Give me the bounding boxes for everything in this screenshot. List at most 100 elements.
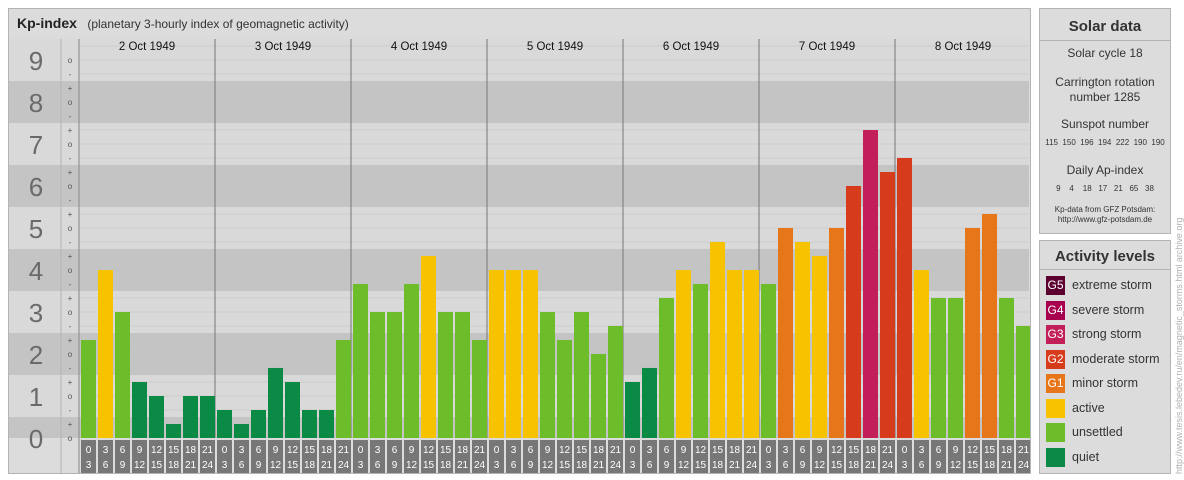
hour-start-label: 9	[545, 445, 551, 456]
legend-label: severe storm	[1072, 302, 1145, 317]
legend-item-extreme-storm: G5 extreme storm	[1046, 276, 1170, 296]
hour-label-box	[523, 440, 538, 473]
y-tick-label: 9	[29, 46, 43, 76]
minor-tick-label: -	[69, 196, 72, 205]
hour-label-box	[897, 440, 912, 473]
kp-bar	[302, 409, 317, 438]
hour-start-label: 0	[766, 445, 772, 456]
kp-bar	[642, 367, 657, 438]
hour-end-label: 12	[406, 460, 418, 471]
minor-tick-label: o	[68, 98, 73, 107]
kp-bar	[183, 396, 198, 438]
hour-label-box	[625, 440, 640, 473]
hour-end-label: 24	[474, 460, 486, 471]
y-tick-label: 0	[29, 424, 43, 454]
hour-end-label: 12	[814, 460, 826, 471]
hour-label-box	[285, 440, 300, 473]
kp-bar	[166, 424, 181, 438]
minor-tick-label: o	[68, 308, 73, 317]
hour-end-label: 12	[678, 460, 690, 471]
hour-end-label: 15	[423, 460, 435, 471]
y-tick-label: 3	[29, 298, 43, 328]
carrington-line1: Carrington rotation	[1055, 75, 1155, 89]
kp-bar	[931, 298, 946, 438]
legend-swatch	[1046, 447, 1065, 467]
kp-bar	[81, 340, 96, 438]
minor-tick-label: o	[68, 392, 73, 401]
kp-bar	[863, 130, 878, 438]
hour-end-label: 9	[800, 460, 806, 471]
minor-tick-label: -	[69, 70, 72, 79]
kp-bar	[472, 340, 487, 438]
minor-tick-label: -	[69, 112, 72, 121]
kp-bar	[659, 298, 674, 438]
hour-end-label: 6	[647, 460, 653, 471]
kp-bar	[625, 382, 640, 438]
hour-label-box	[183, 440, 198, 473]
kp-bar	[557, 340, 572, 438]
minor-tick-label: -	[69, 364, 72, 373]
hour-label-box	[387, 440, 402, 473]
hour-end-label: 15	[831, 460, 843, 471]
kp-bar	[829, 228, 844, 438]
kp-bar	[710, 241, 725, 438]
hour-start-label: 18	[1001, 445, 1013, 456]
minor-tick-label: +	[68, 336, 73, 345]
y-tick-label: 8	[29, 88, 43, 118]
hour-end-label: 9	[936, 460, 942, 471]
hour-start-label: 15	[712, 445, 724, 456]
hour-end-label: 9	[120, 460, 126, 471]
hour-end-label: 24	[338, 460, 350, 471]
hour-label-box	[540, 440, 555, 473]
hour-end-label: 15	[695, 460, 707, 471]
hour-label-box	[217, 440, 232, 473]
activity-title: Activity levels	[1054, 248, 1156, 265]
hour-label-box	[472, 440, 487, 473]
hour-end-label: 3	[222, 460, 228, 471]
legend-label: strong storm	[1072, 327, 1142, 341]
hour-label-box	[863, 440, 878, 473]
hour-end-label: 6	[239, 460, 245, 471]
day-label: 8 Oct 1949	[935, 41, 991, 53]
hour-end-label: 21	[321, 460, 333, 471]
hour-end-label: 18	[304, 460, 316, 471]
hour-label-box	[829, 440, 844, 473]
kp-bar	[761, 283, 776, 438]
minor-tick-label: +	[68, 126, 73, 135]
hour-label-box	[370, 440, 385, 473]
legend-item-moderate-storm: G2 moderate storm	[1046, 349, 1170, 370]
hour-label-box	[931, 440, 946, 473]
hour-end-label: 15	[287, 460, 299, 471]
kp-bar	[982, 214, 997, 438]
sunspot-title: Sunspot number	[1060, 117, 1150, 131]
hour-end-label: 21	[457, 460, 469, 471]
kp-bar	[251, 409, 266, 438]
hour-start-label: 18	[865, 445, 877, 456]
hour-end-label: 6	[783, 460, 789, 471]
hour-start-label: 21	[202, 445, 214, 456]
hour-end-label: 9	[528, 460, 534, 471]
kp-bar	[540, 312, 555, 438]
minor-tick-label: o	[68, 434, 73, 443]
kp-bar	[795, 241, 810, 438]
kp-bar	[608, 325, 623, 438]
hour-start-label: 15	[576, 445, 588, 456]
ap-values: 9 4 18 17 21 65 38	[1056, 184, 1154, 193]
hour-label-box	[948, 440, 963, 473]
minor-tick-label: o	[68, 266, 73, 275]
kp-bar	[421, 256, 436, 438]
hour-label-box	[574, 440, 589, 473]
hour-label-box	[268, 440, 283, 473]
hour-end-label: 15	[967, 460, 979, 471]
hour-end-label: 15	[559, 460, 571, 471]
hour-label-box	[319, 440, 334, 473]
hour-label-box	[642, 440, 657, 473]
minor-tick-label: -	[69, 406, 72, 415]
minor-tick-label: -	[69, 280, 72, 289]
hour-label-box	[761, 440, 776, 473]
kp-bar	[812, 256, 827, 438]
hour-label-box	[166, 440, 181, 473]
legend-label: extreme storm	[1072, 278, 1152, 292]
hour-label-box	[982, 440, 997, 473]
hour-start-label: 9	[817, 445, 823, 456]
